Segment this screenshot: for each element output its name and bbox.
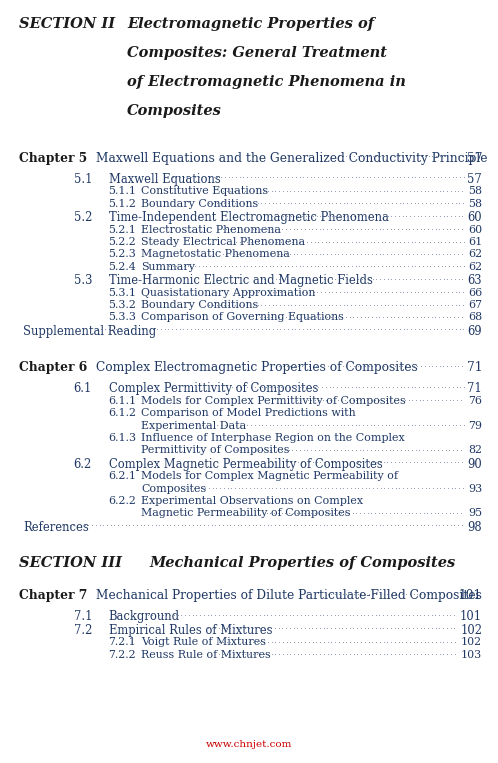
- Text: Composites: General Treatment: Composites: General Treatment: [127, 46, 387, 60]
- Text: 90: 90: [467, 458, 482, 471]
- Text: Reuss Rule of Mixtures: Reuss Rule of Mixtures: [141, 650, 271, 660]
- Text: 5.2.2: 5.2.2: [109, 237, 136, 247]
- Text: 57: 57: [467, 152, 482, 165]
- Text: Time-Independent Electromagnetic Phenomena: Time-Independent Electromagnetic Phenome…: [109, 211, 388, 224]
- Text: 103: 103: [461, 650, 482, 660]
- Text: Influence of Interphase Region on the Complex: Influence of Interphase Region on the Co…: [141, 433, 405, 443]
- Text: Constitutive Equations: Constitutive Equations: [141, 186, 268, 196]
- Text: Mechanical Properties of Composites: Mechanical Properties of Composites: [149, 555, 456, 570]
- Text: Quasistationary Approximation: Quasistationary Approximation: [141, 288, 316, 298]
- Text: Voigt Rule of Mixtures: Voigt Rule of Mixtures: [141, 637, 266, 647]
- Text: Electromagnetic Properties of: Electromagnetic Properties of: [127, 17, 374, 31]
- Text: Chapter 7: Chapter 7: [19, 589, 87, 602]
- Text: Permittivity of Composites: Permittivity of Composites: [141, 446, 290, 456]
- Text: 101: 101: [460, 610, 482, 623]
- Text: 7.2.2: 7.2.2: [109, 650, 136, 660]
- Text: Magnetic Permeability of Composites: Magnetic Permeability of Composites: [141, 508, 351, 518]
- Text: www.chnjet.com: www.chnjet.com: [206, 740, 292, 749]
- Text: Empirical Rules of Mixtures: Empirical Rules of Mixtures: [109, 624, 272, 637]
- Text: 5.2.1: 5.2.1: [109, 225, 136, 235]
- Text: SECTION II: SECTION II: [19, 17, 115, 31]
- Text: 57: 57: [467, 173, 482, 186]
- Text: 6.2.1: 6.2.1: [109, 472, 136, 481]
- Text: 68: 68: [468, 313, 482, 323]
- Text: 5.3.2: 5.3.2: [109, 300, 136, 310]
- Text: 5.2.3: 5.2.3: [109, 250, 136, 259]
- Text: Time-Harmonic Electric and Magnetic Fields: Time-Harmonic Electric and Magnetic Fiel…: [109, 274, 373, 287]
- Text: Maxwell Equations and the Generalized Conductivity Principle: Maxwell Equations and the Generalized Co…: [96, 152, 487, 165]
- Text: References: References: [23, 520, 89, 533]
- Text: 5.3.1: 5.3.1: [109, 288, 136, 298]
- Text: Magnetostatic Phenomena: Magnetostatic Phenomena: [141, 250, 290, 259]
- Text: 61: 61: [468, 237, 482, 247]
- Text: 102: 102: [460, 624, 482, 637]
- Text: 71: 71: [467, 362, 482, 375]
- Text: 5.1.1: 5.1.1: [109, 186, 136, 196]
- Text: 5.1.2: 5.1.2: [109, 199, 136, 209]
- Text: Chapter 5: Chapter 5: [19, 152, 87, 165]
- Text: 62: 62: [468, 262, 482, 272]
- Text: 66: 66: [468, 288, 482, 298]
- Text: Experimental Data: Experimental Data: [141, 420, 247, 430]
- Text: 76: 76: [468, 396, 482, 406]
- Text: SECTION III: SECTION III: [19, 555, 122, 570]
- Text: of Electromagnetic Phenomena in: of Electromagnetic Phenomena in: [127, 75, 406, 89]
- Text: Models for Complex Magnetic Permeability of: Models for Complex Magnetic Permeability…: [141, 472, 398, 481]
- Text: Background: Background: [109, 610, 180, 623]
- Text: Boundary Conditions: Boundary Conditions: [141, 199, 258, 209]
- Text: 63: 63: [468, 274, 482, 287]
- Text: 6.2.2: 6.2.2: [109, 496, 136, 506]
- Text: 58: 58: [468, 199, 482, 209]
- Text: Complex Permittivity of Composites: Complex Permittivity of Composites: [109, 382, 318, 395]
- Text: 79: 79: [468, 420, 482, 430]
- Text: 71: 71: [467, 382, 482, 395]
- Text: Composites: Composites: [127, 104, 222, 118]
- Text: Chapter 6: Chapter 6: [19, 362, 87, 375]
- Text: 62: 62: [468, 250, 482, 259]
- Text: 5.2: 5.2: [74, 211, 92, 224]
- Text: 7.2: 7.2: [74, 624, 92, 637]
- Text: 98: 98: [468, 520, 482, 533]
- Text: 6.2: 6.2: [74, 458, 92, 471]
- Text: 6.1: 6.1: [74, 382, 92, 395]
- Text: Maxwell Equations: Maxwell Equations: [109, 173, 220, 186]
- Text: 5.1: 5.1: [74, 173, 92, 186]
- Text: 93: 93: [468, 484, 482, 494]
- Text: 6.1.2: 6.1.2: [109, 408, 136, 418]
- Text: Composites: Composites: [141, 484, 207, 494]
- Text: Models for Complex Permittivity of Composites: Models for Complex Permittivity of Compo…: [141, 396, 406, 406]
- Text: 6.1.3: 6.1.3: [109, 433, 136, 443]
- Text: Supplemental Reading: Supplemental Reading: [23, 325, 156, 338]
- Text: 102: 102: [461, 637, 482, 647]
- Text: 58: 58: [468, 186, 482, 196]
- Text: 5.3: 5.3: [74, 274, 92, 287]
- Text: 7.2.1: 7.2.1: [109, 637, 136, 647]
- Text: 69: 69: [468, 325, 482, 338]
- Text: 60: 60: [468, 225, 482, 235]
- Text: Comparison of Governing Equations: Comparison of Governing Equations: [141, 313, 344, 323]
- Text: Experimental Observations on Complex: Experimental Observations on Complex: [141, 496, 364, 506]
- Text: 5.3.3: 5.3.3: [109, 313, 136, 323]
- Text: 7.1: 7.1: [74, 610, 92, 623]
- Text: Summary: Summary: [141, 262, 195, 272]
- Text: 5.2.4: 5.2.4: [109, 262, 136, 272]
- Text: Complex Electromagnetic Properties of Composites: Complex Electromagnetic Properties of Co…: [96, 362, 417, 375]
- Text: Boundary Conditions: Boundary Conditions: [141, 300, 258, 310]
- Text: 82: 82: [468, 446, 482, 456]
- Text: Steady Electrical Phenomena: Steady Electrical Phenomena: [141, 237, 306, 247]
- Text: Complex Magnetic Permeability of Composites: Complex Magnetic Permeability of Composi…: [109, 458, 382, 471]
- Text: Comparison of Model Predictions with: Comparison of Model Predictions with: [141, 408, 356, 418]
- Text: 60: 60: [468, 211, 482, 224]
- Text: Mechanical Properties of Dilute Particulate-Filled Composites: Mechanical Properties of Dilute Particul…: [96, 589, 482, 602]
- Text: 101: 101: [459, 589, 482, 602]
- Text: 95: 95: [468, 508, 482, 518]
- Text: 67: 67: [468, 300, 482, 310]
- Text: Electrostatic Phenomena: Electrostatic Phenomena: [141, 225, 281, 235]
- Text: 6.1.1: 6.1.1: [109, 396, 136, 406]
